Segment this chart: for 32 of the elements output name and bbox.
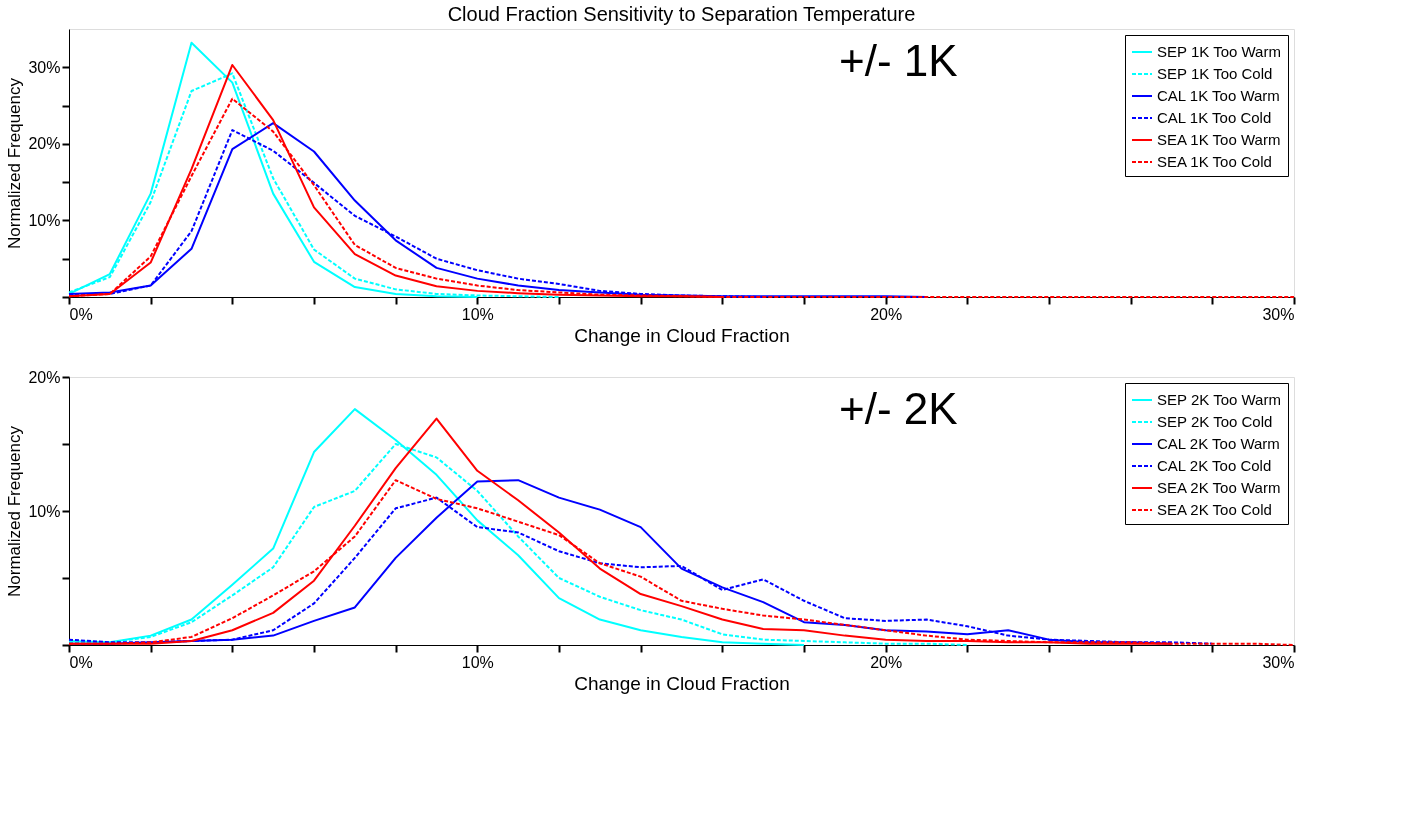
y-axis-title: Normalized Frequency: [5, 77, 25, 250]
legend-label: SEA 2K Too Warm: [1157, 479, 1281, 496]
x-tick-label: 30%: [1262, 653, 1295, 671]
y-tick-label: 20%: [28, 135, 61, 153]
legend-label: CAL 1K Too Warm: [1157, 87, 1280, 104]
x-tick-label: 30%: [1262, 305, 1295, 323]
x-tick-label: 0%: [69, 305, 93, 323]
legend-label: SEA 1K Too Warm: [1157, 131, 1281, 148]
legend-label: SEP 1K Too Cold: [1157, 65, 1273, 82]
y-tick-label: 10%: [28, 502, 61, 520]
chart-title: Cloud Fraction Sensitivity to Separation Temperature: [447, 3, 916, 25]
x-tick-label: 20%: [870, 305, 903, 323]
annotation: +/- 1K: [839, 36, 958, 85]
legend-label: SEP 1K Too Warm: [1157, 43, 1281, 60]
y-tick-label: 20%: [28, 368, 61, 386]
legend-label: SEA 2K Too Cold: [1157, 501, 1272, 518]
legend-label: CAL 2K Too Cold: [1157, 457, 1272, 474]
legend-label: SEA 1K Too Cold: [1157, 153, 1272, 170]
x-axis-title: Change in Cloud Fraction: [574, 324, 790, 346]
x-tick-label: 10%: [461, 305, 494, 323]
legend-label: CAL 1K Too Cold: [1157, 109, 1272, 126]
x-tick-label: 20%: [870, 653, 903, 671]
y-axis-title: Normalized Frequency: [5, 425, 25, 598]
x-tick-label: 0%: [69, 653, 93, 671]
y-tick-label: 30%: [28, 58, 61, 76]
legend-label: SEP 2K Too Cold: [1157, 413, 1273, 430]
x-axis-title: Change in Cloud Fraction: [574, 672, 790, 694]
x-tick-label: 10%: [461, 653, 494, 671]
legend-label: CAL 2K Too Warm: [1157, 435, 1280, 452]
annotation: +/- 2K: [839, 384, 958, 433]
legend-label: SEP 2K Too Warm: [1157, 391, 1281, 408]
y-tick-label: 10%: [28, 211, 61, 229]
